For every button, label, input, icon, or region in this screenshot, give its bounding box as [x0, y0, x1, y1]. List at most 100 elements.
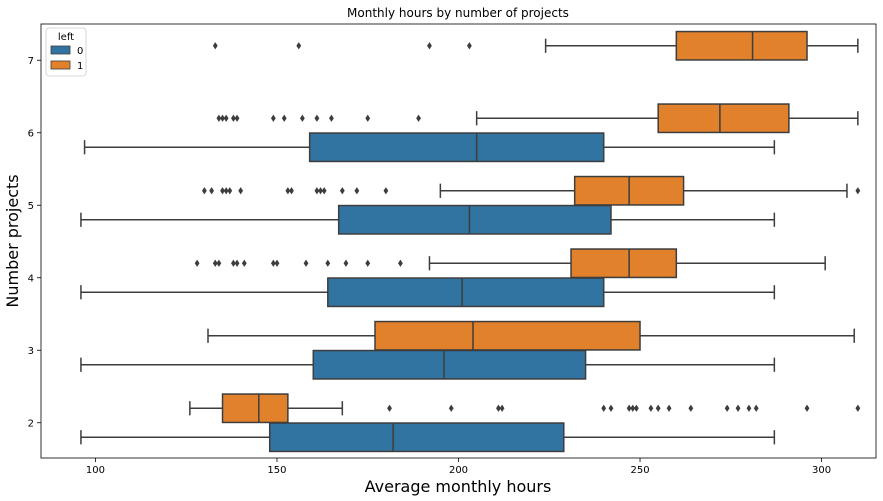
y-tick-label-3: 3 — [28, 346, 34, 357]
outlier-point — [688, 404, 694, 412]
outlier-point — [270, 259, 276, 267]
outlier-point — [238, 187, 244, 195]
outlier-point — [321, 187, 327, 195]
y-tick-label-6: 6 — [28, 128, 34, 139]
x-tick-label-100: 100 — [86, 465, 105, 476]
outlier-point — [354, 187, 360, 195]
outlier-point — [387, 404, 392, 412]
y-tick-label-2: 2 — [28, 418, 34, 429]
box-6-left-0 — [83, 132, 776, 163]
x-tick-label-300: 300 — [812, 465, 831, 476]
outlier-point — [655, 404, 661, 412]
x-axis: 100 150 200 250 300 — [86, 458, 831, 476]
outlier-point — [365, 259, 371, 267]
outlier-point — [630, 404, 636, 412]
outlier-point — [285, 187, 291, 195]
iqr-box — [570, 248, 678, 279]
y-tick-label-4: 4 — [28, 273, 34, 284]
outlier-point — [216, 114, 222, 122]
outlier-point — [365, 114, 371, 122]
outlier-point — [194, 259, 200, 267]
legend-label-1: 1 — [77, 61, 83, 72]
outlier-point — [303, 259, 309, 267]
outlier-point — [318, 187, 323, 195]
outlier-point — [234, 114, 240, 122]
x-axis-label: Average monthly hours — [365, 477, 552, 496]
iqr-box — [221, 393, 289, 424]
outlier-point — [398, 259, 403, 267]
outlier-point — [241, 259, 247, 267]
outlier-point — [223, 114, 229, 122]
outlier-point — [299, 114, 305, 122]
outlier-point — [746, 404, 752, 412]
x-tick-label-250: 250 — [630, 465, 649, 476]
iqr-box — [675, 30, 808, 61]
outlier-point — [212, 259, 218, 267]
iqr-box — [657, 103, 790, 134]
outlier-point — [427, 42, 432, 50]
iqr-box — [312, 349, 587, 380]
y-tick-label-5: 5 — [28, 201, 34, 212]
box-3-left-0 — [80, 349, 776, 380]
outlier-point — [496, 404, 501, 412]
plot-area — [80, 30, 861, 453]
outlier-point — [666, 404, 672, 412]
chart-title: Monthly hours by number of projects — [347, 6, 569, 20]
plot-frame — [40, 23, 877, 459]
outlier-point — [223, 187, 229, 195]
box-3-left-1 — [207, 320, 855, 351]
outlier-point — [220, 114, 225, 122]
y-tick-label-7: 7 — [28, 56, 34, 67]
outlier-point — [499, 404, 505, 412]
iqr-box — [268, 422, 565, 453]
outlier-point — [448, 404, 454, 412]
legend-swatch-1 — [50, 60, 71, 70]
outlier-point — [274, 259, 280, 267]
iqr-box — [337, 204, 612, 235]
x-tick-label-150: 150 — [267, 465, 286, 476]
outlier-point — [626, 404, 632, 412]
iqr-box — [308, 132, 605, 163]
outlier-point — [416, 114, 421, 122]
box-6-left-1 — [216, 103, 859, 134]
outlier-point — [231, 114, 236, 122]
iqr-box — [327, 277, 605, 308]
outlier-point — [201, 187, 207, 195]
outlier-point — [234, 259, 240, 267]
outlier-point — [325, 259, 331, 267]
outlier-point — [735, 404, 741, 412]
legend-swatch-0 — [50, 45, 71, 55]
outlier-point — [383, 187, 389, 195]
outlier-point — [227, 187, 233, 195]
box-2-left-1 — [189, 393, 861, 424]
outlier-point — [753, 404, 759, 412]
outlier-point — [724, 404, 730, 412]
outlier-point — [220, 187, 225, 195]
outlier-point — [608, 404, 614, 412]
outlier-point — [314, 114, 320, 122]
box-7-left-1 — [212, 30, 859, 61]
outlier-point — [601, 404, 607, 412]
outlier-point — [289, 187, 294, 195]
outlier-point — [855, 404, 861, 412]
y-axis: 7 6 5 4 3 2 — [28, 56, 41, 429]
box-4-left-0 — [80, 277, 776, 308]
legend-label-0: 0 — [77, 46, 83, 57]
outlier-point — [343, 259, 349, 267]
legend-title: left — [58, 32, 74, 43]
box-2-left-0 — [80, 422, 776, 453]
outlier-point — [212, 42, 218, 50]
outlier-point — [314, 187, 320, 195]
outlier-point — [296, 42, 302, 50]
box-5-left-0 — [80, 204, 776, 235]
outlier-point — [339, 187, 345, 195]
box-4-left-1 — [194, 248, 826, 279]
outlier-point — [329, 114, 334, 122]
outlier-point — [281, 114, 287, 122]
box-5-left-1 — [201, 175, 861, 206]
outlier-point — [855, 187, 861, 195]
x-tick-label-200: 200 — [449, 465, 468, 476]
iqr-box — [374, 320, 641, 351]
legend: left 0 1 — [45, 27, 87, 77]
